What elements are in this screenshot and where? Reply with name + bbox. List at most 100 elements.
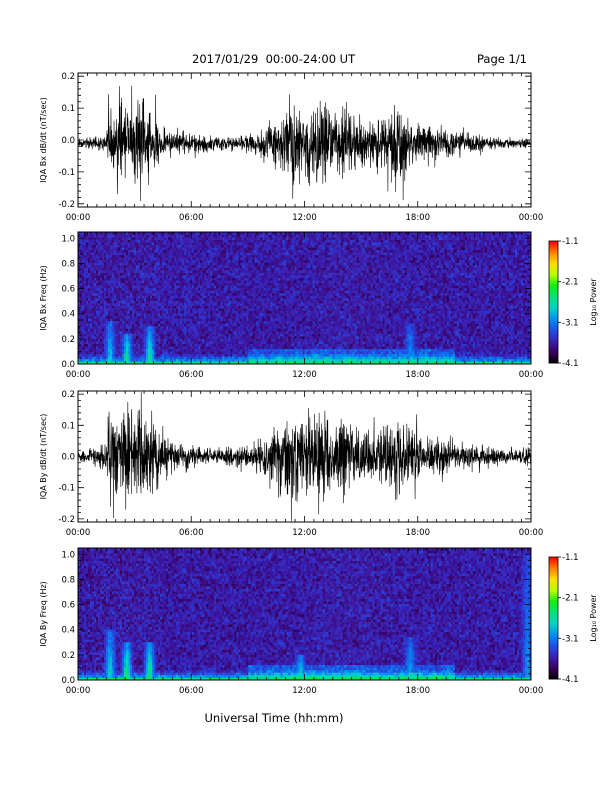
spectrogram-cell [240,346,242,349]
spectrogram-cell [258,293,260,296]
spectrogram-cell [120,346,122,349]
spectrogram-cell [88,268,90,271]
spectrogram-cell [146,245,148,248]
spectrogram-cell [204,334,206,337]
spectrogram-cell [258,278,260,281]
spectrogram-cell [118,237,120,240]
spectrogram-cell [268,331,270,334]
spectrogram-cell [106,308,108,311]
spectrogram-cell [114,242,116,245]
spectrogram-cell [170,334,172,337]
spectrogram-cell [134,308,136,311]
spectrogram-cell [236,270,238,273]
spectrogram-cell [238,328,240,331]
spectrogram-cell [200,245,202,248]
spectrogram-cell [216,331,218,334]
spectrogram-cell [242,336,244,339]
spectrogram-cell [268,275,270,278]
spectrogram-cell [264,303,266,306]
spectrogram-cell [152,313,154,316]
spectrogram-cell [202,275,204,278]
spectrogram-cell [104,290,106,293]
spectrogram-cell [200,270,202,273]
spectrogram-cell [176,247,178,250]
spectrogram-cell [264,311,266,314]
spectrogram-cell [192,278,194,281]
spectrogram-cell [154,280,156,283]
spectrogram-cell [94,346,96,349]
spectrogram-cell [200,354,202,357]
spectrogram-cell [190,354,192,357]
spectrogram-cell [162,318,164,321]
spectrogram-cell [224,237,226,240]
spectrogram-cell [124,288,126,291]
spectrogram-cell [204,242,206,245]
spectrogram-cell [166,306,168,309]
spectrogram-cell [250,235,252,238]
spectrogram-cell [218,331,220,334]
spectrogram-cell [218,351,220,354]
spectrogram-cell [268,354,270,357]
spectrogram-cell [136,331,138,334]
spectrogram-cell [134,280,136,283]
spectrogram-cell [206,303,208,306]
spectrogram-cell [176,275,178,278]
spectrogram-cell [242,303,244,306]
spectrogram-cell [116,328,118,331]
spectrogram-cell [238,298,240,301]
spectrogram-cell [166,326,168,329]
spectrogram-cell [152,318,154,321]
spectrogram-cell [194,262,196,265]
spectrogram-cell [114,290,116,293]
spectrogram-cell [182,339,184,342]
spectrogram-cell [222,257,224,260]
spectrogram-cell [96,247,98,250]
spectrogram-cell [264,323,266,326]
spectrogram-cell [184,242,186,245]
spectrogram-cell [140,278,142,281]
spectrogram-cell [228,341,230,344]
spectrogram-cell [168,334,170,337]
spectrogram-cell [212,290,214,293]
spectrogram-cell [112,313,114,316]
spectrogram-cell [154,260,156,263]
spectrogram-cell [80,311,82,314]
spectrogram-cell [182,328,184,331]
spectrogram-cell [256,351,258,354]
spectrogram-cell [244,306,246,309]
spectrogram-cell [102,290,104,293]
spectrogram-cell [172,323,174,326]
spectrogram-cell [186,321,188,324]
spectrogram-cell [174,334,176,337]
spectrogram-cell [96,280,98,283]
spectrogram-cell [252,339,254,342]
spectrogram-cell [114,288,116,291]
spectrogram-cell [122,237,124,240]
spectrogram-cell [260,336,262,339]
spectrogram-cell [258,265,260,268]
spectrogram-cell [222,262,224,265]
spectrogram-cell [98,359,100,362]
spectrogram-cell [122,295,124,298]
spectrogram-cell [160,359,162,362]
spectrogram-cell [102,356,104,359]
spectrogram-cell [90,288,92,291]
spectrogram-cell [252,328,254,331]
spectrogram-cell [244,283,246,286]
spectrogram-cell [198,265,200,268]
spectrogram-cell [118,306,120,309]
spectrogram-cell [164,288,166,291]
spectrogram-cell [208,288,210,291]
spectrogram-cell [166,235,168,238]
spectrogram-cell [186,339,188,342]
y-tick-label: 0.2 [61,72,75,82]
spectrogram-cell [254,298,256,301]
spectrogram-cell [148,298,150,301]
spectrogram-cell [134,247,136,250]
spectrogram-cell [252,351,254,354]
spectrogram-cell [226,265,228,268]
spectrogram-cell [138,321,140,324]
spectrogram-cell [232,268,234,271]
spectrogram-cell [144,237,146,240]
spectrogram-cell [92,237,94,240]
